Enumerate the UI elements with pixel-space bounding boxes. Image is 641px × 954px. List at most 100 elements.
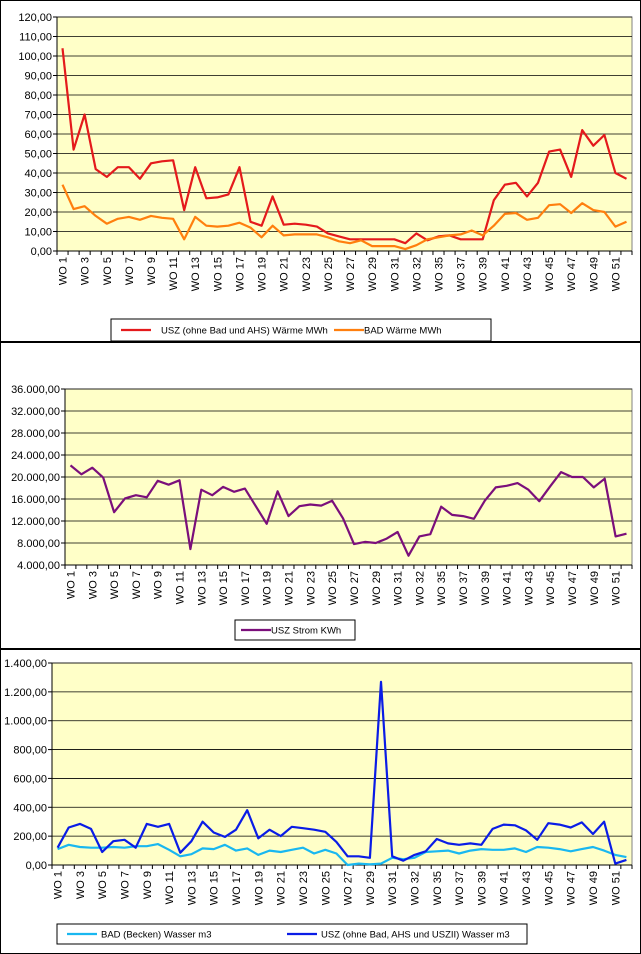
waerme-chart: 0,00 10,00 20,00 30,00 40,00 50,00 60,00 70,00 8… — [18, 12, 633, 341]
x-tick-label: WO 27 — [349, 571, 361, 605]
y-tick-label: 120,00 — [18, 12, 52, 24]
y-tick-label: 0,00 — [26, 860, 47, 872]
x-tick-label: WO 21 — [284, 571, 296, 605]
x-tick-label: WO 29 — [367, 257, 379, 291]
x-tick-label: WO 32 — [414, 571, 426, 605]
x-tick-label: WO 39 — [478, 257, 490, 291]
y-tick-label: 0,00 — [31, 246, 52, 258]
y-tick-label: 1.000,00 — [4, 716, 47, 728]
x-tick-label: WO 17 — [240, 571, 252, 605]
chart-panel-strom: 4.000,00 8.000,00 12.000,00 16.000,00 20.000… — [0, 342, 641, 649]
y-tick-label: 100,00 — [18, 51, 52, 63]
legend-label: USZ Strom KWh — [271, 626, 341, 637]
x-tick-label: WO 39 — [480, 571, 492, 605]
x-tick-label: WO 41 — [502, 571, 514, 605]
series-line-2 — [56, 680, 627, 865]
x-tick-label: WO 5 — [109, 571, 121, 599]
x-tick-label: WO 32 — [410, 871, 422, 905]
y-tick-label: 90,00 — [24, 71, 52, 83]
x-tick-label: WO 47 — [566, 257, 578, 291]
strom-chart: 4.000,00 8.000,00 12.000,00 16.000,00 20.000… — [11, 384, 633, 641]
y-tick-label: 36.000,00 — [11, 384, 60, 396]
y-tick-label: 4.000,00 — [17, 560, 60, 572]
x-tick-label: WO 43 — [523, 571, 535, 605]
series-line-2 — [61, 184, 627, 251]
x-tick-label: WO 15 — [212, 257, 224, 291]
x-tick-label: WO 7 — [131, 571, 143, 599]
x-tick-label: WO 43 — [522, 257, 534, 291]
series-line-1 — [57, 843, 627, 867]
x-tick-label: WO 19 — [262, 571, 274, 605]
x-tick-label: WO 25 — [323, 257, 335, 291]
legend-label: BAD (Becken) Wasser m3 — [101, 930, 212, 941]
y-tick-label: 600,00 — [13, 773, 47, 785]
x-tick-label: WO 27 — [345, 257, 357, 291]
x-tick-label: WO 13 — [196, 571, 208, 605]
x-tick-label: WO 39 — [476, 871, 488, 905]
plot-area — [51, 662, 633, 866]
x-tick-label: WO 31 — [387, 871, 399, 905]
x-tick-label: WO 51 — [610, 871, 622, 905]
y-tick-label: 30,00 — [24, 188, 52, 200]
x-tick-label: WO 1 — [58, 257, 70, 285]
x-tick-label: WO 25 — [327, 571, 339, 605]
y-tick-label: 8.000,00 — [17, 538, 60, 550]
x-tick-label: WO 23 — [305, 571, 317, 605]
x-tick-label: WO 15 — [209, 871, 221, 905]
x-tick-label: WO 27 — [343, 871, 355, 905]
x-tick-label: WO 49 — [588, 257, 600, 291]
y-tick-label: 28.000,00 — [11, 428, 60, 440]
x-tick-label: WO 5 — [102, 257, 114, 285]
x-tick-label: WO 45 — [545, 571, 557, 605]
y-tick-label: 110,00 — [19, 32, 52, 44]
y-tick-label: 80,00 — [24, 90, 52, 102]
x-tick-label: WO 21 — [279, 257, 291, 291]
x-tick-label: WO 49 — [588, 871, 600, 905]
y-tick-label: 24.000,00 — [11, 450, 60, 462]
x-tick-label: WO 43 — [521, 871, 533, 905]
x-tick-label: WO 19 — [253, 871, 265, 905]
y-tick-label: 12.000,00 — [11, 516, 60, 528]
x-tick-label: WO 47 — [567, 571, 579, 605]
x-tick-label: WO 51 — [610, 257, 622, 291]
y-tick-label: 800,00 — [13, 745, 47, 757]
x-tick-label: WO 31 — [393, 571, 405, 605]
x-tick-label: WO 13 — [190, 257, 202, 291]
x-tick-label: WO 17 — [234, 257, 246, 291]
x-tick-label: WO 45 — [543, 871, 555, 905]
y-tick-label: 400,00 — [13, 802, 47, 814]
y-tick-label: 20,00 — [24, 207, 52, 219]
chart-panel-waerme: 0,00 10,00 20,00 30,00 40,00 50,00 60,00 70,00 8… — [0, 0, 641, 342]
x-tick-label: WO 32 — [411, 257, 423, 291]
x-tick-label: WO 3 — [87, 571, 99, 599]
chart-panel-wasser: 0,00 200,00 400,00 600,00 800,00 1.000,00 1.20… — [0, 649, 641, 954]
y-tick-label: 200,00 — [13, 831, 47, 843]
x-tick-label: WO 9 — [146, 257, 158, 285]
legend-box — [110, 318, 492, 341]
x-tick-label: WO 1 — [53, 871, 65, 899]
y-tick-label: 70,00 — [24, 110, 52, 122]
x-tick-label: WO 35 — [436, 571, 448, 605]
legend-box — [234, 619, 356, 641]
x-tick-label: WO 1 — [65, 571, 77, 599]
x-tick-label: WO 5 — [97, 871, 109, 899]
x-tick-label: WO 31 — [389, 257, 401, 291]
y-tick-label: 32.000,00 — [11, 406, 60, 418]
x-tick-label: WO 47 — [566, 871, 578, 905]
x-tick-label: WO 41 — [499, 871, 511, 905]
y-tick-label: 40,00 — [24, 168, 52, 180]
x-tick-label: WO 37 — [458, 571, 470, 605]
x-tick-label: WO 9 — [142, 871, 154, 899]
x-tick-label: WO 19 — [257, 257, 269, 291]
legend-label: BAD Wärme MWh — [364, 326, 442, 337]
x-tick-label: WO 13 — [186, 871, 198, 905]
x-tick-label: WO 41 — [500, 257, 512, 291]
x-tick-label: WO 35 — [433, 257, 445, 291]
x-tick-label: WO 51 — [611, 571, 623, 605]
y-tick-label: 1.400,00 — [4, 658, 47, 670]
x-tick-label: WO 25 — [320, 871, 332, 905]
x-tick-label: WO 37 — [456, 257, 468, 291]
y-tick-label: 10,00 — [24, 227, 52, 239]
y-tick-label: 50,00 — [24, 149, 52, 161]
x-tick-label: WO 11 — [174, 571, 186, 604]
